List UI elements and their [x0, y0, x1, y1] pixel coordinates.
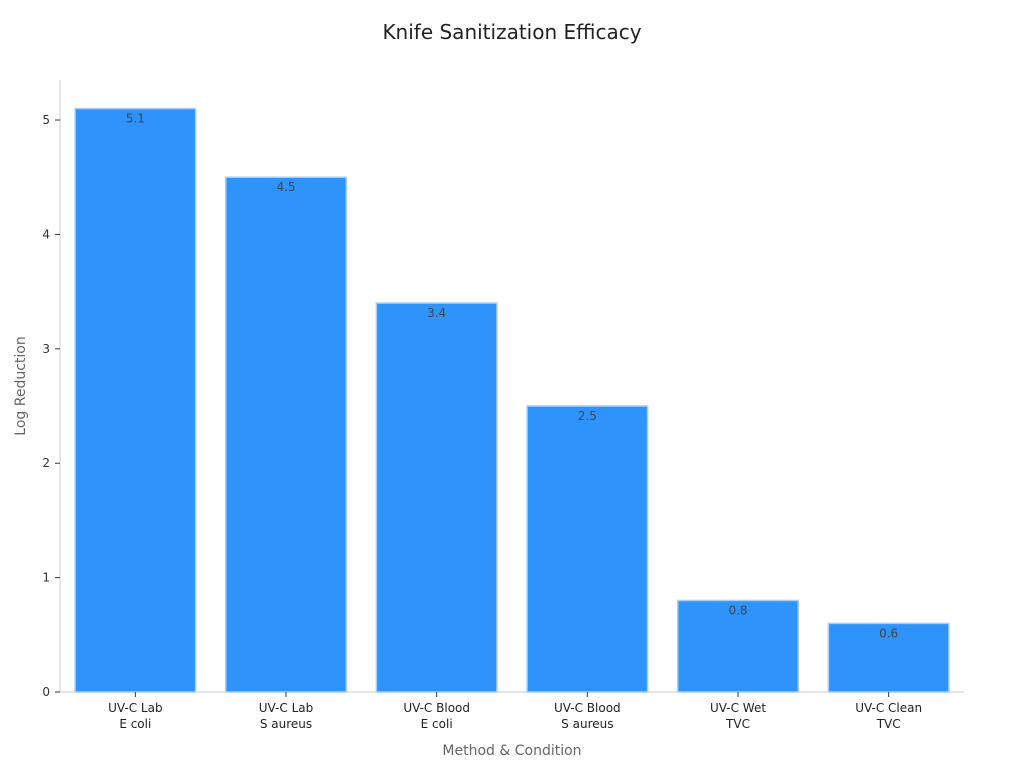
y-axis-title: Log Reduction: [13, 336, 29, 435]
x-category-label: E coli: [421, 717, 453, 731]
x-category-label: UV-C Wet: [710, 701, 766, 715]
y-tick-label: 4: [42, 227, 50, 241]
y-tick-label: 3: [42, 342, 50, 356]
y-tick-label: 2: [42, 456, 50, 470]
bar-value-label: 3.4: [427, 306, 446, 320]
x-category-label: UV-C Lab: [108, 701, 162, 715]
bar: [224, 176, 348, 693]
bar: [526, 405, 649, 693]
bar-value-label: 5.1: [126, 112, 145, 126]
bar-value-label: 0.6: [879, 626, 898, 640]
bar-value-label: 2.5: [578, 409, 597, 423]
x-category-label: TVC: [876, 717, 901, 731]
x-category-label: UV-C Blood: [403, 701, 470, 715]
y-tick-label: 0: [42, 685, 50, 699]
x-category-label: S aureus: [561, 717, 613, 731]
bar: [676, 599, 800, 693]
chart-title: Knife Sanitization Efficacy: [382, 20, 642, 44]
x-category-label: S aureus: [260, 717, 312, 731]
bar-value-label: 0.8: [728, 603, 747, 617]
x-category-label: UV-C Lab: [259, 701, 313, 715]
x-category-label: UV-C Blood: [554, 701, 621, 715]
bar-value-label: 4.5: [276, 180, 295, 194]
x-category-label: TVC: [725, 717, 750, 731]
bar: [74, 107, 197, 693]
x-axis-title: Method & Condition: [442, 743, 581, 759]
y-tick-label: 1: [42, 571, 50, 585]
bar: [375, 302, 498, 693]
x-category-label: UV-C Clean: [855, 701, 922, 715]
x-category-label: E coli: [119, 717, 151, 731]
y-tick-label: 5: [42, 113, 50, 127]
